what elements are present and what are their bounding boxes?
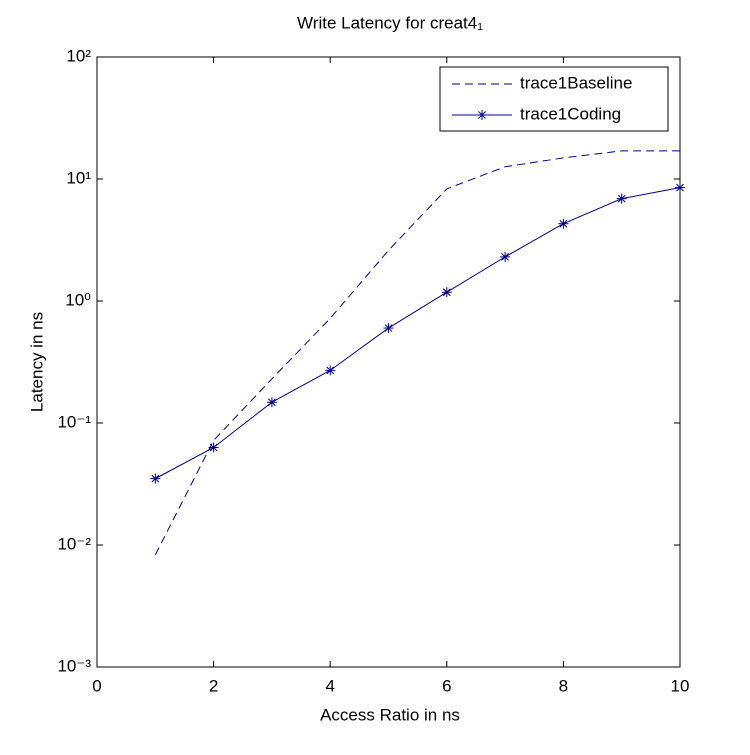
- legend-label: trace1Baseline: [520, 73, 632, 92]
- marker: [150, 473, 161, 484]
- marker-stroke: [209, 443, 218, 452]
- marker-stroke: [676, 183, 684, 192]
- marker: [383, 323, 394, 334]
- marker-stroke: [478, 111, 486, 119]
- legend-marker: [477, 110, 487, 120]
- series-line: [155, 187, 681, 480]
- y-tick-label: 10⁻²: [57, 534, 91, 553]
- legend-label: trace1Coding: [520, 104, 621, 123]
- y-tick-label: 10⁻³: [57, 656, 91, 675]
- marker-stroke: [151, 474, 160, 483]
- marker: [500, 251, 511, 262]
- marker: [441, 287, 452, 298]
- x-tick-label: 10: [671, 676, 690, 695]
- y-tick-label: 10²: [66, 46, 91, 65]
- y-tick-label: 10⁰: [65, 290, 91, 309]
- legend-box: [439, 66, 669, 132]
- marker: [616, 193, 627, 204]
- marker: [675, 182, 685, 193]
- y-axis-label: Latency in ns: [27, 312, 46, 412]
- x-tick-label: 0: [92, 676, 101, 695]
- marker: [325, 365, 336, 376]
- axes-box: [96, 56, 681, 668]
- x-tick-label: 2: [209, 676, 218, 695]
- marker-stroke: [326, 366, 335, 375]
- x-tick-label: 8: [559, 676, 568, 695]
- x-tick-label: 6: [442, 676, 451, 695]
- x-tick-label: 4: [325, 676, 334, 695]
- marker-stroke: [384, 324, 393, 332]
- x-axis-label: Access Ratio in ns: [320, 705, 460, 724]
- marker-stroke: [559, 219, 568, 228]
- marker-stroke: [617, 194, 626, 203]
- marker: [208, 442, 219, 453]
- marker-stroke: [501, 253, 509, 261]
- marker-stroke: [442, 288, 451, 297]
- marker: [558, 218, 569, 229]
- series-line: [154, 150, 680, 556]
- y-tick-label: 10¹: [66, 168, 91, 187]
- y-tick-label: 10⁻¹: [57, 412, 91, 431]
- marker-stroke: [268, 398, 276, 407]
- chart-title: Write Latency for creat4₁: [297, 13, 483, 32]
- marker: [266, 397, 277, 408]
